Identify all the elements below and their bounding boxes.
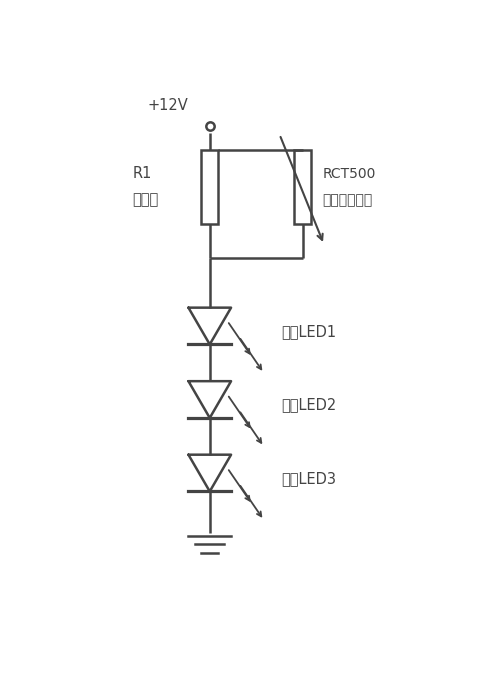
Text: +12V: +12V xyxy=(148,98,188,113)
FancyBboxPatch shape xyxy=(201,150,218,224)
FancyBboxPatch shape xyxy=(294,150,312,224)
Text: 温度补偿电路: 温度补偿电路 xyxy=(322,193,372,207)
Text: 发光LED3: 发光LED3 xyxy=(282,471,337,486)
Text: 恒流管: 恒流管 xyxy=(132,192,158,207)
Text: 发光LED1: 发光LED1 xyxy=(282,324,337,339)
Text: R1: R1 xyxy=(132,166,152,181)
Text: RCT500: RCT500 xyxy=(322,166,376,181)
Text: 发光LED2: 发光LED2 xyxy=(282,398,337,413)
